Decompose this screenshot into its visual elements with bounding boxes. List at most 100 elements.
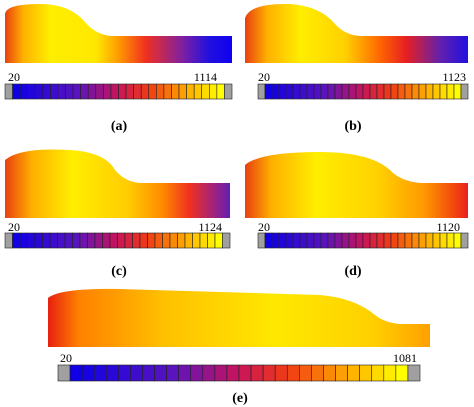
colorbar-cell [327, 83, 336, 100]
colorbar-cell [105, 364, 119, 382]
colorbar-cell [347, 364, 360, 382]
colorbar-cell [154, 364, 167, 382]
colorbar-cell [34, 83, 44, 100]
colorbar-cell [395, 364, 409, 382]
colorbar-cell [72, 232, 81, 249]
colorbar-cell [285, 83, 294, 100]
min-label: 20 [258, 220, 270, 234]
colorbar-cell [299, 83, 308, 100]
colorbar-cell [320, 232, 329, 249]
colorbar-cell [109, 232, 118, 249]
colorbar-cell [334, 83, 343, 100]
profile-d [245, 152, 468, 218]
colorbar-cell [359, 364, 373, 382]
colorbar-cell [311, 364, 324, 382]
colorbar-cell [4, 83, 13, 100]
colorbar-cell [69, 364, 83, 382]
colorbar-cell [64, 232, 73, 249]
colorbar-cell [199, 232, 208, 249]
colorbar-cell [313, 83, 322, 100]
colorbar-cell [257, 232, 266, 249]
colorbar-cell [49, 232, 58, 249]
colorbar-cell [81, 364, 95, 382]
colorbar-cell [334, 232, 343, 249]
colorbar-cell [178, 83, 187, 100]
colorbar-cell [362, 83, 371, 100]
colorbar-cell [4, 232, 13, 249]
colorbar-cell [87, 83, 97, 100]
colorbar-cell [376, 83, 385, 100]
colorbar-cell [93, 364, 107, 382]
min-label: 20 [8, 220, 20, 234]
colorbar-cell [148, 83, 157, 100]
colorbar-cell [110, 83, 119, 100]
colorbar-cell [190, 364, 204, 382]
colorbar-cell [192, 232, 201, 249]
colorbar-cell [102, 232, 111, 249]
colorbar-cell [214, 232, 223, 249]
colorbar-cell [154, 232, 163, 249]
colorbar-cell [209, 83, 218, 100]
colorbar-cell [453, 83, 462, 100]
colorbar-cell [418, 83, 427, 100]
colorbar-cell [320, 83, 329, 100]
colorbar-cell [57, 83, 66, 100]
colorbar-cell [171, 83, 180, 100]
colorbar-cell [27, 232, 36, 249]
colorbar-cell [178, 364, 192, 382]
colorbar-cell [383, 83, 392, 100]
colorbar-cell [65, 83, 74, 100]
colorbar-cell [222, 232, 231, 249]
colorbar-cell [446, 232, 455, 249]
colorbar-cell [425, 232, 434, 249]
colorbar-cell [404, 232, 413, 249]
colorbar-cell [147, 232, 156, 249]
colorbar-cell [278, 83, 287, 100]
colorbar-cell [323, 364, 336, 382]
colorbar-cell [133, 83, 142, 100]
colorbar-cell [271, 83, 280, 100]
colorbar-cell [118, 364, 131, 382]
colorbar-cell [201, 83, 210, 100]
colorbar-cell [50, 83, 59, 100]
colorbar-cell [19, 83, 28, 100]
colorbar-cell [274, 364, 288, 382]
colorbar-cell [118, 83, 127, 100]
colorbar-cell [264, 83, 273, 100]
profile-e [48, 288, 430, 347]
colorbar-cell [286, 364, 300, 382]
colorbar-cell [132, 232, 141, 249]
caption: (a) [111, 119, 128, 134]
colorbar-cell [12, 232, 21, 249]
colorbar-cell [418, 232, 427, 249]
profile-c [5, 149, 230, 218]
colorbar-cell [156, 83, 165, 100]
colorbar-cell [306, 83, 315, 100]
colorbar-cell [371, 364, 385, 382]
colorbar-cell [299, 364, 312, 382]
colorbar-cell [162, 232, 171, 249]
caption: (d) [344, 264, 361, 279]
colorbar-cell [383, 232, 392, 249]
colorbar-cell [341, 232, 350, 249]
colorbar-cell [79, 232, 88, 249]
profile-b [245, 3, 468, 63]
colorbar-cell [292, 232, 301, 249]
colorbar-cell [130, 364, 143, 382]
colorbar-cell [117, 232, 126, 249]
colorbar-cell [19, 232, 28, 249]
caption: (b) [344, 119, 361, 134]
colorbar-cell [439, 83, 448, 100]
colorbar-cell [407, 364, 421, 382]
colorbar-cell [292, 83, 301, 100]
colorbar-cell [397, 83, 406, 100]
colorbar-cell [390, 232, 399, 249]
colorbar-cell [177, 232, 186, 249]
colorbar-cell [369, 232, 378, 249]
colorbar-cell [87, 232, 96, 249]
colorbar-cell [278, 232, 287, 249]
colorbar-cell [142, 364, 155, 382]
colorbar-cell [216, 83, 225, 100]
colorbar-cell [397, 232, 406, 249]
min-label: 20 [258, 70, 270, 84]
